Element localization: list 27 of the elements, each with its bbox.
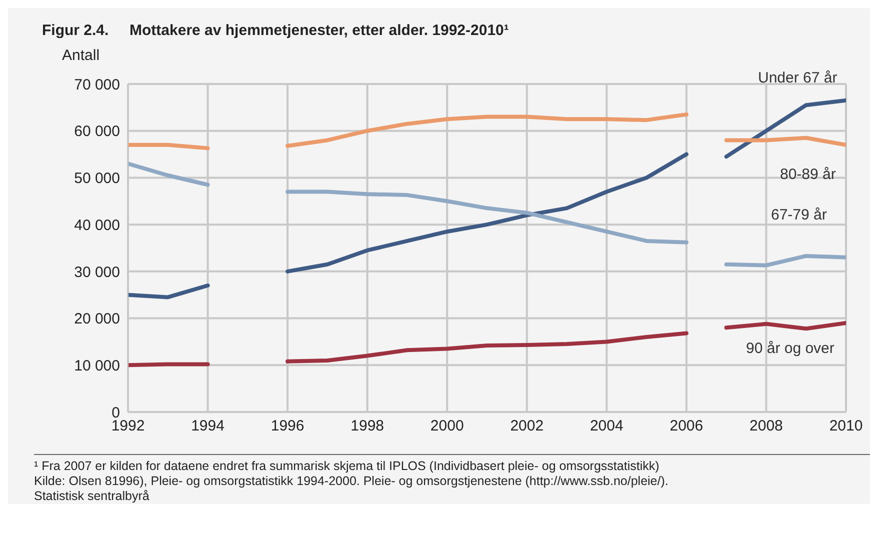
series-label: 90 år og over	[746, 340, 834, 357]
y-tick-label: 30 000	[74, 264, 120, 281]
chart-title: Figur 2.4. Mottakere av hjemmetjenester, etter alder. 1992-2010¹	[41, 21, 510, 39]
y-tick-label: 60 000	[74, 123, 120, 140]
y-tick-label: 50 000	[74, 170, 120, 188]
x-tick-label: 1996	[270, 418, 304, 435]
text: ¹ Fra 2007 er kilden for dataene endret fra summarisk skjema til IPLOS (Individbasert pleie- og omsorgsstatistikk)	[34, 459, 660, 474]
x-tick-label: 2006	[670, 418, 704, 435]
y-tick-label: 40 000	[74, 216, 120, 234]
x-tick-label: 1998	[350, 418, 384, 435]
text: 67-79 år	[771, 206, 827, 224]
y-tick-label: 10 000	[74, 357, 120, 374]
y-tick-label: 70 000	[74, 76, 120, 94]
line-series	[724, 254, 846, 268]
x-tick-label: 2000	[430, 418, 464, 435]
series-label: 80-89 år	[780, 166, 836, 183]
text: Statistisk sentralbyrå	[34, 489, 150, 504]
x-tick-label: 2008	[750, 418, 783, 435]
series-label: Under 67 år	[758, 69, 838, 86]
y-axis-title: Antall	[61, 46, 101, 64]
line-series	[724, 98, 846, 159]
x-tick-label: 2002	[510, 418, 544, 435]
x-tick-label: 2004	[590, 418, 624, 435]
y-tick-label: 20 000	[74, 310, 120, 328]
text: Kilde: Olsen 81996), Pleie- og omsorgstatistikk 1994-2000. Pleie- og omsorgstjenestene (http://www.ssb.no/pleie/).	[34, 474, 670, 489]
x-tick-label: 2010	[829, 418, 863, 435]
x-tick-label: 1994	[191, 418, 224, 435]
